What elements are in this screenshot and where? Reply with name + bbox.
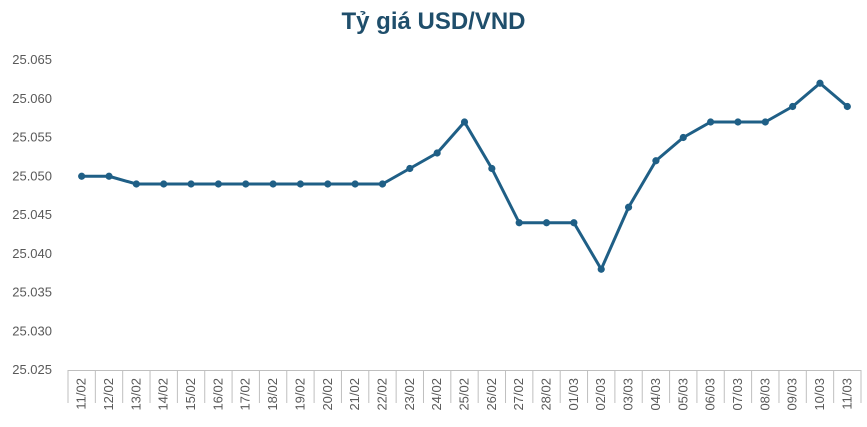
data-point — [160, 180, 168, 188]
data-point — [105, 172, 113, 180]
data-point — [789, 102, 797, 111]
x-tick-label: 12/02 — [101, 378, 116, 411]
x-tick-label: 22/02 — [374, 378, 389, 411]
x-tick-label: 26/02 — [484, 378, 499, 411]
x-tick-label: 04/03 — [648, 378, 663, 411]
data-point — [515, 219, 523, 227]
x-tick-label: 10/03 — [812, 378, 827, 411]
data-point — [707, 118, 715, 126]
x-tick-label: 11/03 — [839, 378, 854, 410]
y-tick-label: 25.045 — [12, 207, 52, 222]
x-tick-label: 06/03 — [703, 378, 718, 411]
data-point — [679, 133, 687, 142]
y-tick-label: 25.055 — [12, 130, 52, 145]
x-tick-label: 08/03 — [757, 378, 772, 411]
data-point — [761, 118, 769, 126]
y-tick-label: 25.035 — [12, 285, 52, 300]
x-tick-label: 17/02 — [238, 378, 253, 411]
data-point — [269, 180, 277, 188]
chart-title: Tỷ giá USD/VND — [341, 8, 526, 35]
data-point — [542, 219, 551, 227]
data-point — [78, 172, 86, 180]
data-point — [406, 164, 414, 173]
x-tick-label: 02/03 — [593, 378, 608, 411]
data-point — [214, 180, 222, 188]
x-tick-label: 11/02 — [74, 378, 89, 410]
data-point — [570, 219, 578, 227]
data-point — [324, 180, 332, 188]
y-tick-label: 25.030 — [12, 323, 52, 338]
data-point — [597, 265, 605, 273]
series-group — [78, 79, 851, 273]
y-tick-label: 25.065 — [12, 52, 52, 67]
x-tick-label: 27/02 — [511, 378, 526, 411]
data-point — [296, 180, 305, 188]
data-point — [734, 118, 742, 126]
data-point — [652, 157, 660, 165]
data-point — [843, 102, 851, 111]
x-tick-label: 23/02 — [402, 378, 417, 411]
x-tick-label: 01/03 — [566, 378, 581, 411]
y-axis: 25.025 25.030 25.035 25.040 25.045 25.050 25.0… — [12, 52, 52, 377]
x-tick-label: 09/03 — [785, 378, 800, 411]
x-tick-label: 18/02 — [265, 378, 280, 411]
data-point — [488, 164, 496, 173]
x-tick-label: 24/02 — [429, 378, 444, 411]
x-tick-label: 15/02 — [183, 378, 198, 411]
data-point — [242, 180, 250, 188]
data-point — [460, 118, 469, 126]
x-axis: 11/02 12/02 13/02 14/02 15/02 16/02 17/02 18/02… — [67, 370, 862, 411]
series-line — [80, 81, 849, 271]
x-tick-label: 25/02 — [457, 378, 472, 411]
x-tick-label: 05/03 — [675, 378, 690, 411]
x-tick-label: 03/03 — [621, 378, 636, 411]
data-point — [624, 203, 633, 211]
x-tick-label: 14/02 — [156, 378, 171, 411]
x-tick-label: 13/02 — [128, 378, 143, 411]
x-tick-label: 16/02 — [210, 378, 225, 411]
x-tick-label: 20/02 — [320, 378, 335, 411]
y-tick-label: 25.050 — [12, 168, 52, 183]
data-point — [816, 79, 824, 87]
x-tick-label: 28/02 — [539, 378, 554, 411]
data-point — [433, 149, 441, 157]
x-tick-label: 19/02 — [292, 378, 307, 411]
y-tick-label: 25.025 — [12, 362, 52, 377]
y-tick-label: 25.040 — [12, 246, 52, 261]
data-point — [378, 180, 387, 188]
data-point — [187, 180, 195, 188]
data-point — [132, 180, 140, 188]
x-tick-label: 07/03 — [730, 378, 745, 411]
y-tick-label: 25.060 — [12, 91, 52, 106]
x-tick-label: 21/02 — [347, 378, 362, 411]
data-point — [351, 180, 359, 188]
